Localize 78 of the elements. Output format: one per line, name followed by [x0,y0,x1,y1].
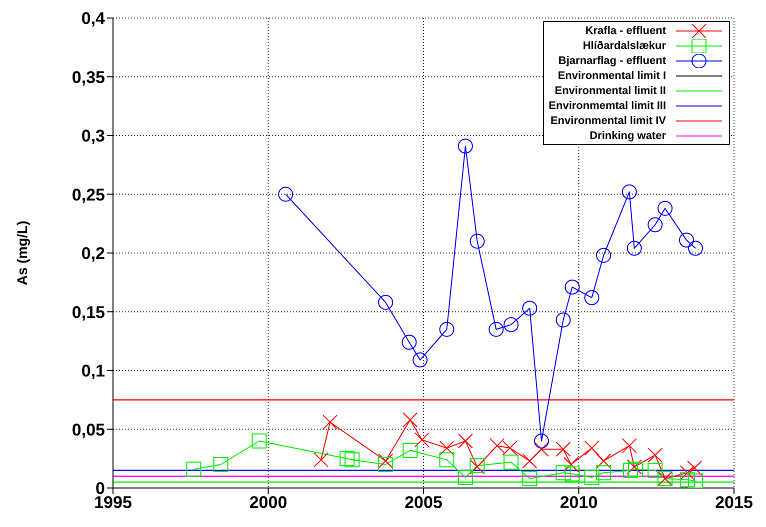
point [522,471,538,486]
point [439,452,454,468]
point [584,470,600,485]
y-tick-label: 0,25 [72,185,105,204]
point [314,452,329,468]
point [278,186,294,202]
point [678,232,694,248]
point [534,442,549,457]
x-tick-label: 2010 [560,493,598,512]
point [623,462,638,478]
x-tick-label: 2000 [249,493,288,512]
point [688,473,703,488]
point [402,412,418,428]
point [556,312,571,328]
point [680,472,695,488]
y-tick-label: 0,05 [72,420,105,440]
point [402,442,418,458]
point [648,462,663,478]
y-tick-label: 0,35 [72,68,105,87]
x-tick-label: 2005 [404,493,442,512]
point [522,453,538,468]
point [488,322,504,337]
point [412,352,428,368]
legend-label: Environmental limit I [558,70,666,82]
legend-label: Drinking water [590,130,666,142]
point [504,317,519,332]
point [439,440,454,456]
y-tick-label: 0,1 [81,362,105,381]
point [564,466,580,482]
point [596,248,612,263]
point [504,454,519,470]
point [402,334,417,350]
point [596,453,612,468]
point [252,434,267,448]
y-tick-label: 0,3 [81,126,105,146]
point [626,240,642,256]
legend-label: Environmemtal limit III [548,100,666,112]
point [556,442,571,457]
point [522,300,538,316]
point [414,432,430,448]
point [458,434,473,448]
point [186,462,202,477]
point [344,452,360,468]
point [648,217,663,232]
point [470,234,485,249]
point [622,438,637,454]
y-tick-label: 0,2 [81,244,105,264]
point [378,294,394,310]
point [340,451,355,466]
legend-label: Bjarnarflag - effluent [558,54,666,66]
point [556,465,571,480]
point [564,280,580,295]
y-axis-title: As (mg/L) [14,220,30,286]
point [458,138,473,154]
y-tick-label: 0,15 [72,302,105,322]
legend-label: Hlíðardalslækur [582,40,666,52]
y-tick-label: 0,4 [81,9,106,28]
point [439,322,454,337]
x-tick-label: 2015 [715,493,753,512]
point [322,414,338,430]
point [378,453,394,468]
point [584,440,600,456]
point [596,465,612,480]
legend-label: Environmental limit IV [550,114,666,126]
point [622,184,637,200]
legend-label: Krafla - effluent [585,24,666,36]
point [563,457,578,472]
point [378,457,394,472]
point [534,434,549,448]
legend-label: Environmental limit II [554,84,666,96]
point [687,460,702,476]
x-tick-label: 1995 [94,493,132,512]
point [658,200,673,216]
point [688,240,703,256]
point [584,290,600,306]
point [213,457,228,472]
point [458,470,473,485]
point [648,448,663,463]
